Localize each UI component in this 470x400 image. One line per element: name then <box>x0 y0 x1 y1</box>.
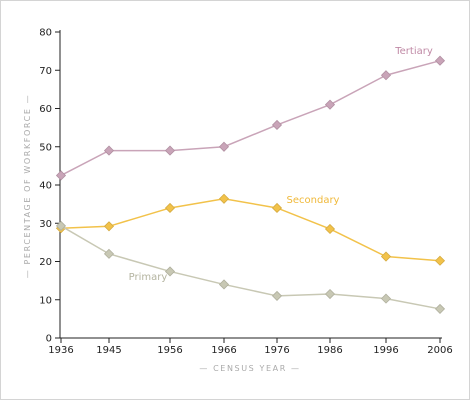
tertiary-data-point <box>434 55 446 66</box>
primary-data-point <box>324 288 336 300</box>
tertiary-series-line <box>60 59 441 177</box>
x-axis-title: — CENSUS YEAR — <box>199 364 300 373</box>
y-tick-label: 0 <box>46 334 52 345</box>
x-tick-label: 1945 <box>96 345 121 356</box>
primary-data-point <box>103 248 115 259</box>
y-tick-label: 50 <box>39 142 52 153</box>
secondary-data-point <box>380 251 392 262</box>
x-tick-label: 1936 <box>48 345 73 356</box>
secondary-data-point <box>218 193 230 204</box>
tertiary-data-point <box>271 119 283 131</box>
y-tick-label: 80 <box>39 28 52 39</box>
primary-data-point <box>55 220 67 231</box>
y-tick-label: 20 <box>39 257 52 268</box>
x-tick-label: 1986 <box>317 345 342 356</box>
x-tick-label: 1956 <box>157 345 182 356</box>
y-tick-label: 70 <box>39 66 52 77</box>
secondary-data-point <box>271 202 283 214</box>
y-axis-title: — PERCENTAGE OF WORKFORCE — <box>23 94 32 279</box>
y-tick-label: 60 <box>39 104 52 115</box>
secondary-data-point <box>103 221 115 232</box>
tertiary-data-point <box>380 70 392 81</box>
y-tick-label: 10 <box>39 295 52 306</box>
secondary-data-point <box>324 223 336 235</box>
x-tick-label: 1996 <box>373 345 398 356</box>
secondary-series-line <box>60 198 441 262</box>
secondary-data-point <box>434 255 446 266</box>
primary-data-point <box>164 266 176 277</box>
tertiary-series-label: Tertiary <box>394 46 433 57</box>
label-layer: Tertiary Secondary Primary <box>129 46 433 283</box>
primary-series-label: Primary <box>129 272 168 283</box>
series-layer <box>55 55 446 314</box>
primary-data-point <box>271 290 283 301</box>
x-tick-label: 1966 <box>211 345 236 356</box>
y-tick-label: 40 <box>39 181 52 192</box>
tertiary-data-point <box>218 141 230 152</box>
tertiary-data-point <box>103 145 115 156</box>
tertiary-data-point <box>164 145 176 156</box>
primary-series-line <box>60 225 441 310</box>
axes: 0 10 20 30 40 50 60 70 80 1936 1945 1956 1966 1976 198… <box>39 28 452 357</box>
x-tick-label: 2006 <box>427 345 452 356</box>
secondary-series-label: Secondary <box>287 195 340 206</box>
primary-data-point <box>380 293 392 304</box>
tertiary-data-point <box>55 170 67 181</box>
primary-data-point <box>218 279 230 290</box>
primary-data-point <box>434 303 446 314</box>
tertiary-data-point <box>324 99 336 110</box>
y-tick-label: 30 <box>39 219 52 230</box>
x-tick-label: 1976 <box>264 345 289 356</box>
secondary-data-point <box>164 202 176 214</box>
